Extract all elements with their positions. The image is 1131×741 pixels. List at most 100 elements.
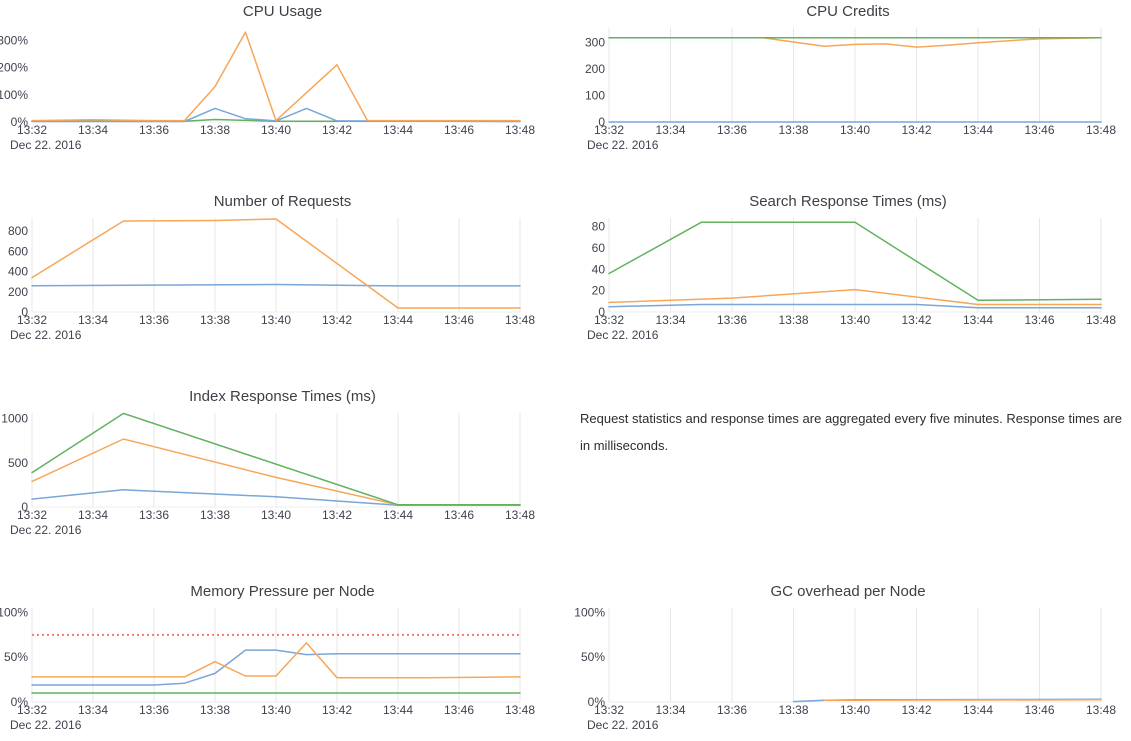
date-label: Dec 22. 2016 [10, 328, 82, 342]
cpu-usage-chart: 0%100%200%300%13:32 13:34 13:36 13:38 13:40 1… [0, 31, 535, 152]
y-tick-label: 200 [8, 285, 28, 299]
x-tick-labels: 13:32 13:34 13:36 13:38 13:40 13:42 13:44 13:46… [594, 313, 1116, 327]
x-tick-label: 13:46 [444, 313, 474, 327]
series-green [31, 412, 521, 506]
x-tick-label: 13:46 [1024, 313, 1054, 327]
y-tick-label: 0% [11, 695, 29, 709]
y-tick-label: 400 [8, 265, 28, 279]
y-tick-label: 600 [8, 244, 28, 258]
y-tick-label: 1000 [1, 412, 28, 426]
x-tick-label: 13:46 [444, 508, 474, 522]
series-blue [31, 649, 521, 686]
series-orange [608, 37, 1102, 48]
x-tick-label: 13:44 [963, 123, 993, 137]
x-tick-label: 13:32 [594, 123, 624, 137]
x-tick-label: 13:32 [17, 703, 47, 717]
x-tick-labels: 13:32 13:34 13:36 13:38 13:40 13:42 13:44 13:46… [594, 123, 1116, 137]
y-tick-label: 80 [592, 220, 606, 234]
x-tick-label: 13:42 [901, 703, 931, 717]
x-tick-label: 13:32 [17, 508, 47, 522]
x-tick-label: 13:46 [444, 703, 474, 717]
search-response-panel: Search Response Times (ms) 0 20 40 60 80 13:3… [565, 160, 1131, 355]
cpu-credits-panel: CPU Credits 0 100 200 300 13:32 13:34 13:36 13:… [565, 0, 1131, 160]
x-tick-label: 13:46 [1024, 123, 1054, 137]
date-label: Dec 22. 2016 [10, 523, 82, 537]
note-panel: Request statistics and response times ar… [565, 355, 1131, 550]
y-tick-label: 0% [11, 115, 29, 129]
y-tick-label: 50% [581, 650, 605, 664]
x-tick-label: 13:44 [383, 508, 413, 522]
memory-pressure-panel: Memory Pressure per Node 0% 50% 100% 13:32 1… [0, 550, 565, 741]
y-tick-labels: 0 20 40 60 80 [592, 220, 606, 319]
x-tick-labels: 13:32 13:34 13:36 13:38 13:40 13:42 13:44 13:46… [594, 703, 1116, 717]
gc-overhead-chart: 0%50%100%13:32 13:34 13:36 13:38 13:40 13:42 1… [574, 605, 1116, 732]
x-tick-label: 13:44 [383, 703, 413, 717]
x-tick-labels: 13:32 13:34 13:36 13:38 13:40 13:42 13:44 13:46… [17, 123, 535, 137]
x-tick-label: 13:36 [717, 313, 747, 327]
date-label: Dec 22. 2016 [10, 718, 82, 732]
x-tick-label: 13:38 [200, 508, 230, 522]
gridlines [608, 28, 1102, 122]
y-tick-label: 0 [598, 305, 605, 319]
x-tick-label: 13:44 [963, 703, 993, 717]
series-orange [608, 288, 1102, 306]
x-tick-label: 13:48 [1086, 313, 1116, 327]
x-tick-labels: 13:32 13:34 13:36 13:38 13:40 13:42 13:44 13:46… [17, 703, 535, 717]
x-tick-label: 13:48 [505, 508, 535, 522]
date-label: Dec 22. 2016 [587, 718, 659, 732]
y-tick-label: 500 [8, 456, 28, 470]
x-tick-label: 13:48 [505, 703, 535, 717]
x-tick-label: 13:34 [78, 703, 108, 717]
x-tick-label: 13:36 [139, 313, 169, 327]
y-tick-label: 200 [585, 62, 605, 76]
date-label: Dec 22. 2016 [587, 328, 659, 342]
y-tick-label: 200% [0, 61, 28, 75]
x-tick-label: 13:42 [322, 313, 352, 327]
y-tick-label: 50% [4, 650, 28, 664]
y-tick-labels: 0% 100% 200% 300% [0, 33, 28, 129]
x-tick-label: 13:44 [383, 313, 413, 327]
y-tick-label: 800 [8, 224, 28, 238]
x-tick-label: 13:44 [383, 123, 413, 137]
x-tick-label: 13:36 [139, 123, 169, 137]
x-tick-label: 13:36 [717, 123, 747, 137]
x-tick-label: 13:38 [200, 123, 230, 137]
y-tick-label: 0 [21, 500, 28, 514]
x-tick-label: 13:38 [200, 313, 230, 327]
y-tick-labels: 0 200 400 600 800 [8, 224, 28, 319]
y-tick-labels: 0 100 200 300 [585, 36, 605, 129]
date-label: Dec 22. 2016 [587, 138, 659, 152]
x-tick-label: 13:42 [322, 123, 352, 137]
x-tick-label: 13:40 [261, 703, 291, 717]
y-tick-label: 100% [574, 605, 605, 619]
y-tick-labels: 0% 50% 100% [574, 605, 605, 709]
cpu-credits-chart: 0 100 200 300 13:32 13:34 13:36 13:38 13:40 13:42… [585, 28, 1116, 152]
gridlines [31, 413, 521, 507]
x-tick-label: 13:42 [322, 508, 352, 522]
y-tick-label: 0 [21, 305, 28, 319]
y-tick-label: 100% [0, 605, 28, 619]
x-tick-label: 13:38 [778, 123, 808, 137]
x-tick-label: 13:40 [261, 508, 291, 522]
x-tick-label: 13:40 [840, 313, 870, 327]
series-orange [31, 218, 521, 309]
aggregation-note: Request statistics and response times ar… [580, 411, 1122, 453]
x-tick-label: 13:38 [200, 703, 230, 717]
y-tick-labels: 0 500 1000 [1, 412, 28, 514]
y-tick-label: 100% [0, 88, 28, 102]
y-tick-label: 60 [592, 241, 606, 255]
x-tick-label: 13:32 [17, 313, 47, 327]
y-tick-label: 40 [592, 262, 606, 276]
x-tick-label: 13:48 [505, 313, 535, 327]
index-response-panel: Index Response Times (ms) 0 500 1000 13:32 1… [0, 355, 565, 550]
y-tick-label: 300 [585, 36, 605, 50]
x-tick-label: 13:48 [505, 123, 535, 137]
gridlines [608, 218, 1102, 312]
x-tick-label: 13:38 [778, 313, 808, 327]
cpu-usage-panel: CPU Usage 0% 100% 200% 300% 13:32 13:34 13:36 1… [0, 0, 565, 160]
x-tick-label: 13:34 [78, 123, 108, 137]
x-tick-label: 13:36 [139, 508, 169, 522]
